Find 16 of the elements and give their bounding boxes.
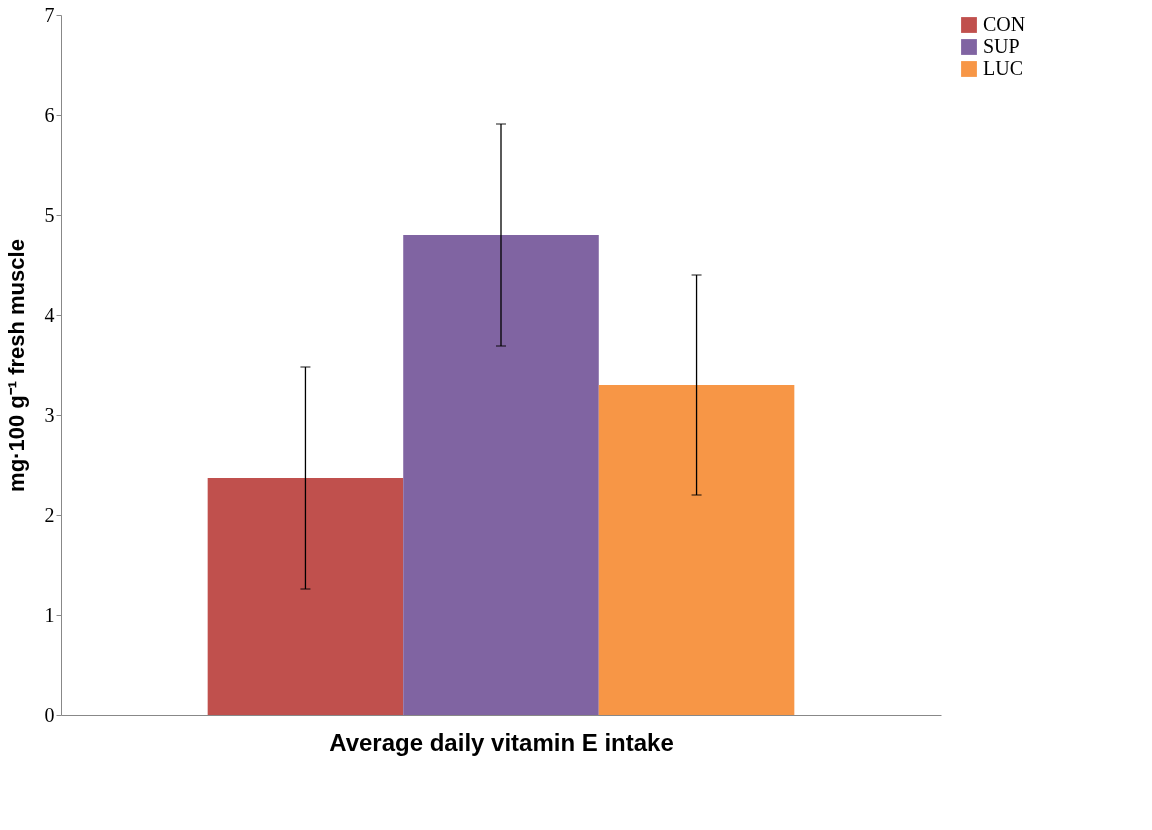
legend-label: CON [983,13,1026,35]
bar [598,385,795,715]
y-tick-label: 0 [44,703,55,726]
bar [403,235,599,715]
y-tick-label: 3 [44,403,55,426]
y-tick-label: 1 [44,603,55,626]
x-axis-title: Average daily vitamin E intake [329,728,674,756]
y-tick-label: 4 [44,303,55,326]
y-axis-title: mg·100 g⁻¹ fresh muscle [3,239,29,492]
legend-label: LUC [983,57,1023,79]
bar [207,478,404,715]
y-tick-label: 7 [44,3,55,26]
y-tick-label: 2 [44,503,55,526]
y-tick-label: 5 [44,203,55,226]
legend-label: SUP [983,35,1020,57]
y-tick-label: 6 [44,103,55,126]
